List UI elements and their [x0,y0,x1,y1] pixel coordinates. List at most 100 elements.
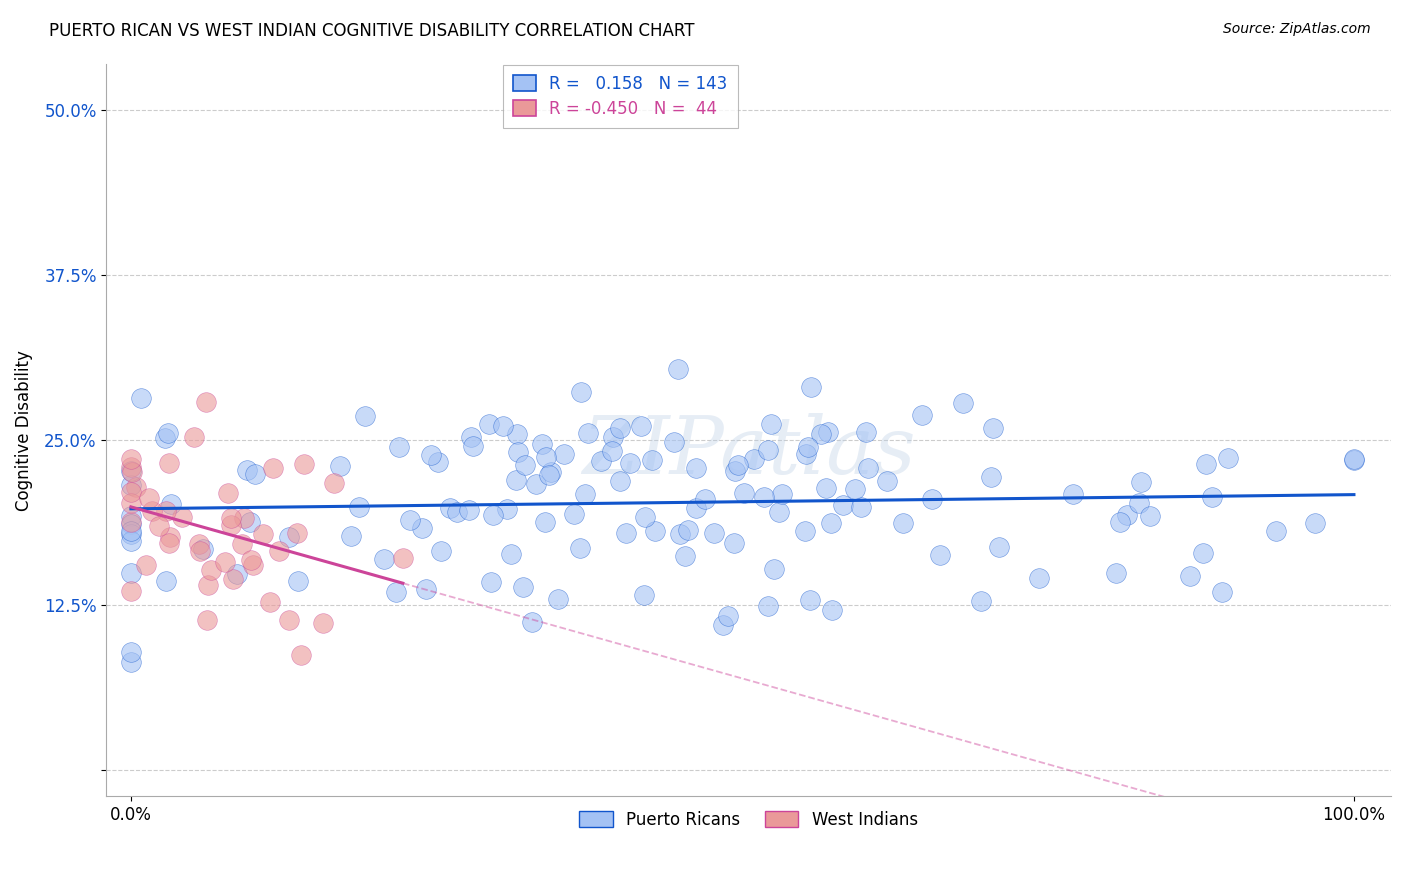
Text: Source: ZipAtlas.com: Source: ZipAtlas.com [1223,22,1371,37]
Puerto Ricans [666,362,689,376]
Puerto Ricans [759,417,782,432]
Puerto Ricans [589,454,612,468]
Puerto Ricans [439,501,461,516]
Puerto Ricans [756,599,779,614]
Puerto Ricans [891,516,914,530]
West Indians [190,544,212,558]
Puerto Ricans [619,456,641,470]
West Indians [172,509,194,524]
Puerto Ricans [669,527,692,541]
Puerto Ricans [478,417,501,432]
West Indians [232,511,254,525]
West Indians [290,648,312,662]
Puerto Ricans [569,385,592,400]
Puerto Ricans [120,566,142,581]
Puerto Ricans [411,521,433,535]
Puerto Ricans [534,515,557,529]
Puerto Ricans [693,491,716,506]
Puerto Ricans [153,432,176,446]
West Indians [183,430,205,444]
Puerto Ricans [538,467,561,482]
West Indians [200,563,222,577]
Puerto Ricans [762,562,785,576]
Puerto Ricans [1139,509,1161,524]
West Indians [135,558,157,572]
Puerto Ricans [1028,570,1050,584]
Puerto Ricans [482,508,505,523]
Puerto Ricans [277,530,299,544]
West Indians [262,461,284,475]
Puerto Ricans [911,408,934,422]
Text: PUERTO RICAN VS WEST INDIAN COGNITIVE DISABILITY CORRELATION CHART: PUERTO RICAN VS WEST INDIAN COGNITIVE DI… [49,22,695,40]
Puerto Ricans [347,500,370,514]
Puerto Ricans [129,392,152,406]
West Indians [195,613,218,627]
Puerto Ricans [157,426,180,441]
Puerto Ricans [120,644,142,658]
Puerto Ricans [1201,490,1223,504]
Puerto Ricans [398,513,420,527]
West Indians [159,530,181,544]
Puerto Ricans [754,490,776,504]
Puerto Ricans [675,549,697,564]
Puerto Ricans [1211,585,1233,599]
Puerto Ricans [662,434,685,449]
Puerto Ricans [512,580,534,594]
Puerto Ricans [506,445,529,459]
Puerto Ricans [479,574,502,589]
Puerto Ricans [817,425,839,440]
West Indians [148,519,170,533]
Puerto Ricans [1265,524,1288,538]
West Indians [120,515,142,529]
Puerto Ricans [287,574,309,588]
Puerto Ricans [553,447,575,461]
West Indians [120,451,142,466]
Puerto Ricans [980,470,1002,484]
West Indians [292,458,315,472]
Puerto Ricans [243,467,266,481]
Puerto Ricans [614,525,637,540]
Puerto Ricans [703,525,725,540]
West Indians [214,555,236,569]
West Indians [259,595,281,609]
West Indians [252,526,274,541]
Puerto Ricans [1062,487,1084,501]
Puerto Ricans [756,442,779,457]
Puerto Ricans [419,448,441,462]
Puerto Ricans [458,503,481,517]
Puerto Ricans [460,430,482,444]
West Indians [219,518,242,533]
Puerto Ricans [339,529,361,543]
Puerto Ricans [797,440,820,454]
Puerto Ricans [810,426,832,441]
Puerto Ricans [524,476,547,491]
Puerto Ricans [799,592,821,607]
Puerto Ricans [820,516,842,530]
Puerto Ricans [239,515,262,529]
Puerto Ricans [120,516,142,531]
West Indians [157,456,180,470]
West Indians [141,504,163,518]
Puerto Ricans [1130,475,1153,489]
Puerto Ricans [727,458,749,473]
Puerto Ricans [236,463,259,477]
Text: ZIPatlas: ZIPatlas [582,413,915,491]
Puerto Ricans [159,498,181,512]
Puerto Ricans [120,534,142,549]
West Indians [269,544,291,558]
Puerto Ricans [981,421,1004,435]
Puerto Ricans [1343,452,1365,467]
Puerto Ricans [562,507,585,521]
Puerto Ricans [534,450,557,465]
Puerto Ricans [844,482,866,496]
Puerto Ricans [193,542,215,557]
West Indians [217,486,239,500]
Puerto Ricans [724,464,747,478]
Puerto Ricans [496,502,519,516]
Puerto Ricans [794,448,817,462]
Puerto Ricans [770,487,793,501]
Puerto Ricans [1195,457,1218,471]
Puerto Ricans [1191,545,1213,559]
Puerto Ricans [1343,452,1365,467]
Puerto Ricans [226,566,249,581]
